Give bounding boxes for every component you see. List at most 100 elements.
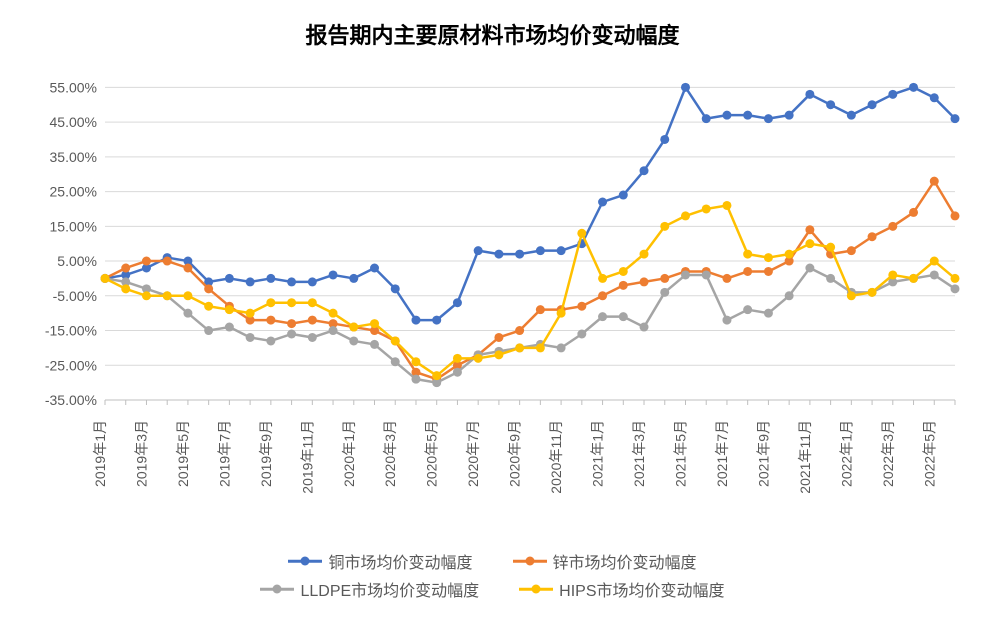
y-tick-label: 5.00%	[57, 253, 97, 269]
series-marker	[930, 270, 939, 279]
series-marker	[515, 343, 524, 352]
series-marker	[349, 274, 358, 283]
x-tick-label: 2021年11月	[797, 420, 813, 494]
series-line	[105, 205, 955, 375]
y-tick-label: -15.00%	[45, 323, 97, 339]
series-marker	[329, 309, 338, 318]
x-tick-label: 2020年11月	[548, 420, 564, 494]
x-tick-label: 2020年5月	[424, 420, 440, 487]
series-marker	[909, 208, 918, 217]
series-marker	[204, 284, 213, 293]
y-tick-label: -5.00%	[53, 288, 97, 304]
series-marker	[266, 298, 275, 307]
series-marker	[847, 111, 856, 120]
series-marker	[785, 291, 794, 300]
series-marker	[391, 357, 400, 366]
x-tick-label: 2020年9月	[507, 420, 523, 487]
series-marker	[246, 277, 255, 286]
series-marker	[432, 316, 441, 325]
x-tick-label: 2020年7月	[465, 420, 481, 487]
legend-item: HIPS市场均价变动幅度	[519, 577, 724, 601]
x-tick-label: 2022年5月	[921, 420, 937, 487]
series-marker	[805, 264, 814, 273]
x-tick-label: 2022年3月	[880, 420, 896, 487]
series-marker	[515, 326, 524, 335]
series-marker	[287, 319, 296, 328]
x-tick-label: 2022年1月	[838, 420, 854, 487]
x-tick-label: 2020年1月	[341, 420, 357, 487]
series-marker	[702, 114, 711, 123]
chart-title: 报告期内主要原材料市场均价变动幅度	[0, 18, 985, 50]
x-tick-label: 2019年11月	[299, 420, 315, 494]
series-marker	[785, 250, 794, 259]
series-marker	[951, 211, 960, 220]
legend: 铜市场均价变动幅度锌市场均价变动幅度LLDPE市场均价变动幅度HIPS市场均价变…	[0, 545, 985, 601]
series-marker	[142, 291, 151, 300]
series-marker	[619, 312, 628, 321]
series-marker	[722, 316, 731, 325]
x-tick-label: 2021年9月	[755, 420, 771, 487]
series-marker	[183, 264, 192, 273]
series-marker	[785, 111, 794, 120]
series-marker	[722, 111, 731, 120]
series-marker	[598, 274, 607, 283]
series-marker	[536, 246, 545, 255]
series-marker	[494, 250, 503, 259]
legend-label: HIPS市场均价变动幅度	[559, 577, 724, 601]
legend-item: LLDPE市场均价变动幅度	[260, 577, 479, 601]
series-marker	[163, 257, 172, 266]
series-marker	[453, 298, 462, 307]
series-marker	[702, 204, 711, 213]
series-marker	[370, 264, 379, 273]
series-marker	[930, 177, 939, 186]
series-marker	[640, 323, 649, 332]
series-marker	[805, 90, 814, 99]
series-marker	[308, 298, 317, 307]
series-marker	[826, 274, 835, 283]
x-tick-label: 2019年7月	[216, 420, 232, 487]
series-marker	[474, 354, 483, 363]
legend-swatch	[260, 581, 294, 597]
series-marker	[515, 250, 524, 259]
series-marker	[183, 291, 192, 300]
series-marker	[826, 100, 835, 109]
y-tick-label: -35.00%	[45, 392, 97, 408]
series-marker	[660, 222, 669, 231]
series-marker	[536, 343, 545, 352]
series-marker	[494, 333, 503, 342]
series-marker	[598, 291, 607, 300]
x-tick-label: 2019年5月	[175, 420, 191, 487]
series-marker	[411, 357, 420, 366]
series-marker	[453, 354, 462, 363]
series-marker	[370, 340, 379, 349]
series-marker	[474, 246, 483, 255]
legend-label: LLDPE市场均价变动幅度	[300, 577, 479, 601]
series-marker	[847, 246, 856, 255]
series-marker	[121, 264, 130, 273]
series-marker	[183, 309, 192, 318]
series-marker	[370, 319, 379, 328]
series-marker	[619, 267, 628, 276]
series-marker	[764, 114, 773, 123]
series-marker	[453, 368, 462, 377]
series-marker	[432, 371, 441, 380]
series-marker	[660, 135, 669, 144]
series-marker	[951, 114, 960, 123]
series-marker	[246, 333, 255, 342]
legend-label: 锌市场均价变动幅度	[553, 549, 697, 573]
y-tick-label: 35.00%	[50, 149, 97, 165]
series-marker	[743, 111, 752, 120]
series-marker	[743, 250, 752, 259]
series-marker	[225, 274, 234, 283]
x-tick-label: 2021年3月	[631, 420, 647, 487]
x-tick-label: 2019年1月	[92, 420, 108, 487]
y-tick-label: 55.00%	[50, 79, 97, 95]
series-marker	[494, 350, 503, 359]
series-marker	[764, 253, 773, 262]
series-marker	[805, 239, 814, 248]
series-marker	[598, 312, 607, 321]
series-marker	[868, 288, 877, 297]
series-marker	[826, 243, 835, 252]
x-tick-label: 2021年1月	[590, 420, 606, 487]
series-marker	[681, 270, 690, 279]
